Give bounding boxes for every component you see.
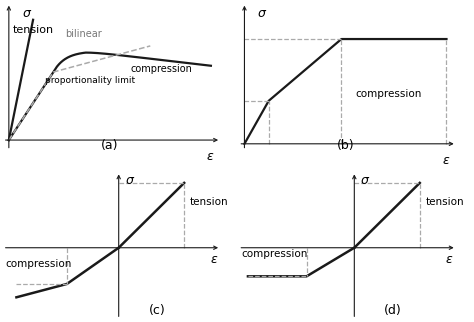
Text: bilinear: bilinear [65, 29, 102, 39]
Text: (a): (a) [101, 138, 118, 152]
Text: $\varepsilon$: $\varepsilon$ [445, 253, 454, 266]
Text: proportionality limit: proportionality limit [45, 76, 136, 85]
Text: (b): (b) [337, 139, 354, 152]
Text: $\sigma$: $\sigma$ [22, 7, 32, 20]
Text: $\sigma$: $\sigma$ [125, 174, 135, 187]
Text: compression: compression [130, 64, 192, 74]
Text: $\sigma$: $\sigma$ [257, 7, 267, 20]
Text: compression: compression [6, 259, 72, 269]
Text: $\sigma$: $\sigma$ [360, 174, 371, 187]
Text: tension: tension [13, 25, 54, 35]
Text: tension: tension [425, 197, 464, 207]
Text: $\varepsilon$: $\varepsilon$ [206, 150, 215, 163]
Text: (d): (d) [383, 305, 401, 317]
Text: $\varepsilon$: $\varepsilon$ [210, 253, 218, 266]
Text: (c): (c) [148, 305, 165, 317]
Text: $\varepsilon$: $\varepsilon$ [442, 154, 450, 167]
Text: compression: compression [241, 249, 308, 259]
Text: tension: tension [190, 197, 228, 207]
Text: compression: compression [356, 89, 422, 99]
